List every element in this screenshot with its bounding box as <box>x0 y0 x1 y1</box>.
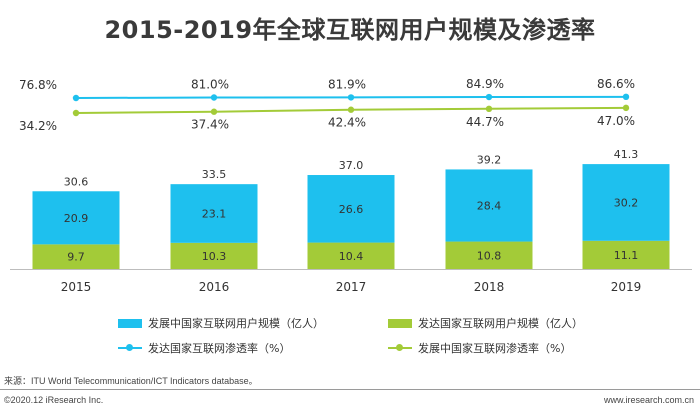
bar-developed-2019 <box>582 240 670 269</box>
point-label-developed-rate-2018: 84.9% <box>466 77 504 91</box>
point-developed-rate-2019 <box>622 93 630 101</box>
x-tick-label-2015: 2015 <box>61 280 92 294</box>
chart-plot-area: 9.7 20.9 30.6 2015 10.3 23.1 33.5 2016 10.4 26.6 3… <box>10 77 692 294</box>
legend-item-developed-users: 发达国家互联网用户规模（亿人） <box>388 315 583 331</box>
point-developing-rate-2016 <box>210 108 218 115</box>
point-label-developing-rate-2019: 47.0% <box>597 114 635 128</box>
bar-label-developed-2019: 11.1 <box>614 249 639 262</box>
point-label-developed-rate-2015: 76.8% <box>19 78 57 92</box>
bar-developed-2018 <box>445 241 533 269</box>
bar-developing-2018 <box>445 169 533 242</box>
bar-developed-2016 <box>170 242 258 269</box>
bar-developing-2019 <box>582 164 670 241</box>
chart-title: 2015-2019年全球互联网用户规模及渗透率 <box>104 16 596 44</box>
bar-label-developing-2016: 23.1 <box>202 208 227 221</box>
bar-developing-2017 <box>307 175 395 243</box>
bar-label-developed-2017: 10.4 <box>339 250 364 263</box>
point-developing-rate-2017 <box>347 106 355 113</box>
bar-label-developing-2015: 20.9 <box>64 212 89 225</box>
legend-swatch-developed-rate <box>118 343 142 353</box>
point-label-developing-rate-2016: 37.4% <box>191 118 229 132</box>
legend-label-developing-users: 发展中国家互联网用户规模（亿人） <box>148 317 324 330</box>
legend-label-developed-rate: 发达国家互联网渗透率（%） <box>148 342 291 355</box>
bar-label-developing-2018: 28.4 <box>477 200 502 213</box>
point-label-developed-rate-2019: 86.6% <box>597 77 635 91</box>
stack-total-label-2018: 39.2 <box>477 153 502 166</box>
source-note: 来源：ITU World Telecommunication/ICT Indic… <box>4 376 258 386</box>
x-tick-label-2017: 2017 <box>336 280 367 294</box>
copyright-text: ©2020.12 iResearch Inc. <box>4 395 104 405</box>
bar-label-developed-2016: 10.3 <box>202 250 227 263</box>
point-developed-rate-2015 <box>72 94 80 102</box>
bar-developing-2016 <box>170 184 258 243</box>
point-label-developed-rate-2017: 81.9% <box>328 77 366 91</box>
stack-total-label-2015: 30.6 <box>64 175 89 188</box>
legend-swatch-developing-rate <box>388 343 412 353</box>
bar-label-developing-2017: 26.6 <box>339 203 364 216</box>
bar-label-developed-2018: 10.8 <box>477 249 502 262</box>
bar-label-developed-2015: 9.7 <box>67 251 85 264</box>
footer-divider <box>0 389 700 390</box>
point-developed-rate-2018 <box>485 93 493 101</box>
point-label-developed-rate-2016: 81.0% <box>191 77 229 91</box>
stack-total-label-2016: 33.5 <box>202 168 227 181</box>
x-tick-label-2019: 2019 <box>611 280 642 294</box>
x-tick-label-2018: 2018 <box>474 280 505 294</box>
x-tick-label-2016: 2016 <box>199 280 230 294</box>
legend-item-developing-rate: 发展中国家互联网渗透率（%） <box>388 340 571 356</box>
legend-label-developing-rate: 发展中国家互联网渗透率（%） <box>418 342 572 355</box>
point-label-developing-rate-2018: 44.7% <box>466 115 504 129</box>
stack-total-label-2019: 41.3 <box>614 148 639 161</box>
point-developing-rate-2018 <box>485 105 493 113</box>
legend-swatch-developed-users <box>388 318 412 328</box>
point-developing-rate-2015 <box>72 109 80 117</box>
legend-item-developed-rate: 发达国家互联网渗透率（%） <box>118 340 290 356</box>
point-label-developing-rate-2017: 42.4% <box>328 116 366 130</box>
point-developed-rate-2016 <box>210 94 218 101</box>
website-text: www.iresearch.com.cn <box>603 395 694 405</box>
stack-total-label-2017: 37.0 <box>339 159 364 172</box>
point-developing-rate-2019 <box>622 104 630 112</box>
legend-label-developed-users: 发达国家互联网用户规模（亿人） <box>418 317 583 330</box>
bar-developed-2017 <box>307 242 395 269</box>
bar-label-developing-2019: 30.2 <box>614 196 639 209</box>
point-developed-rate-2017 <box>347 94 355 101</box>
legend-item-developing-users: 发展中国家互联网用户规模（亿人） <box>118 315 324 331</box>
bar-developed-2015 <box>32 244 120 269</box>
point-label-developing-rate-2015: 34.2% <box>19 119 57 133</box>
bar-developing-2015 <box>32 191 120 245</box>
legend-swatch-developing-users <box>118 318 142 328</box>
